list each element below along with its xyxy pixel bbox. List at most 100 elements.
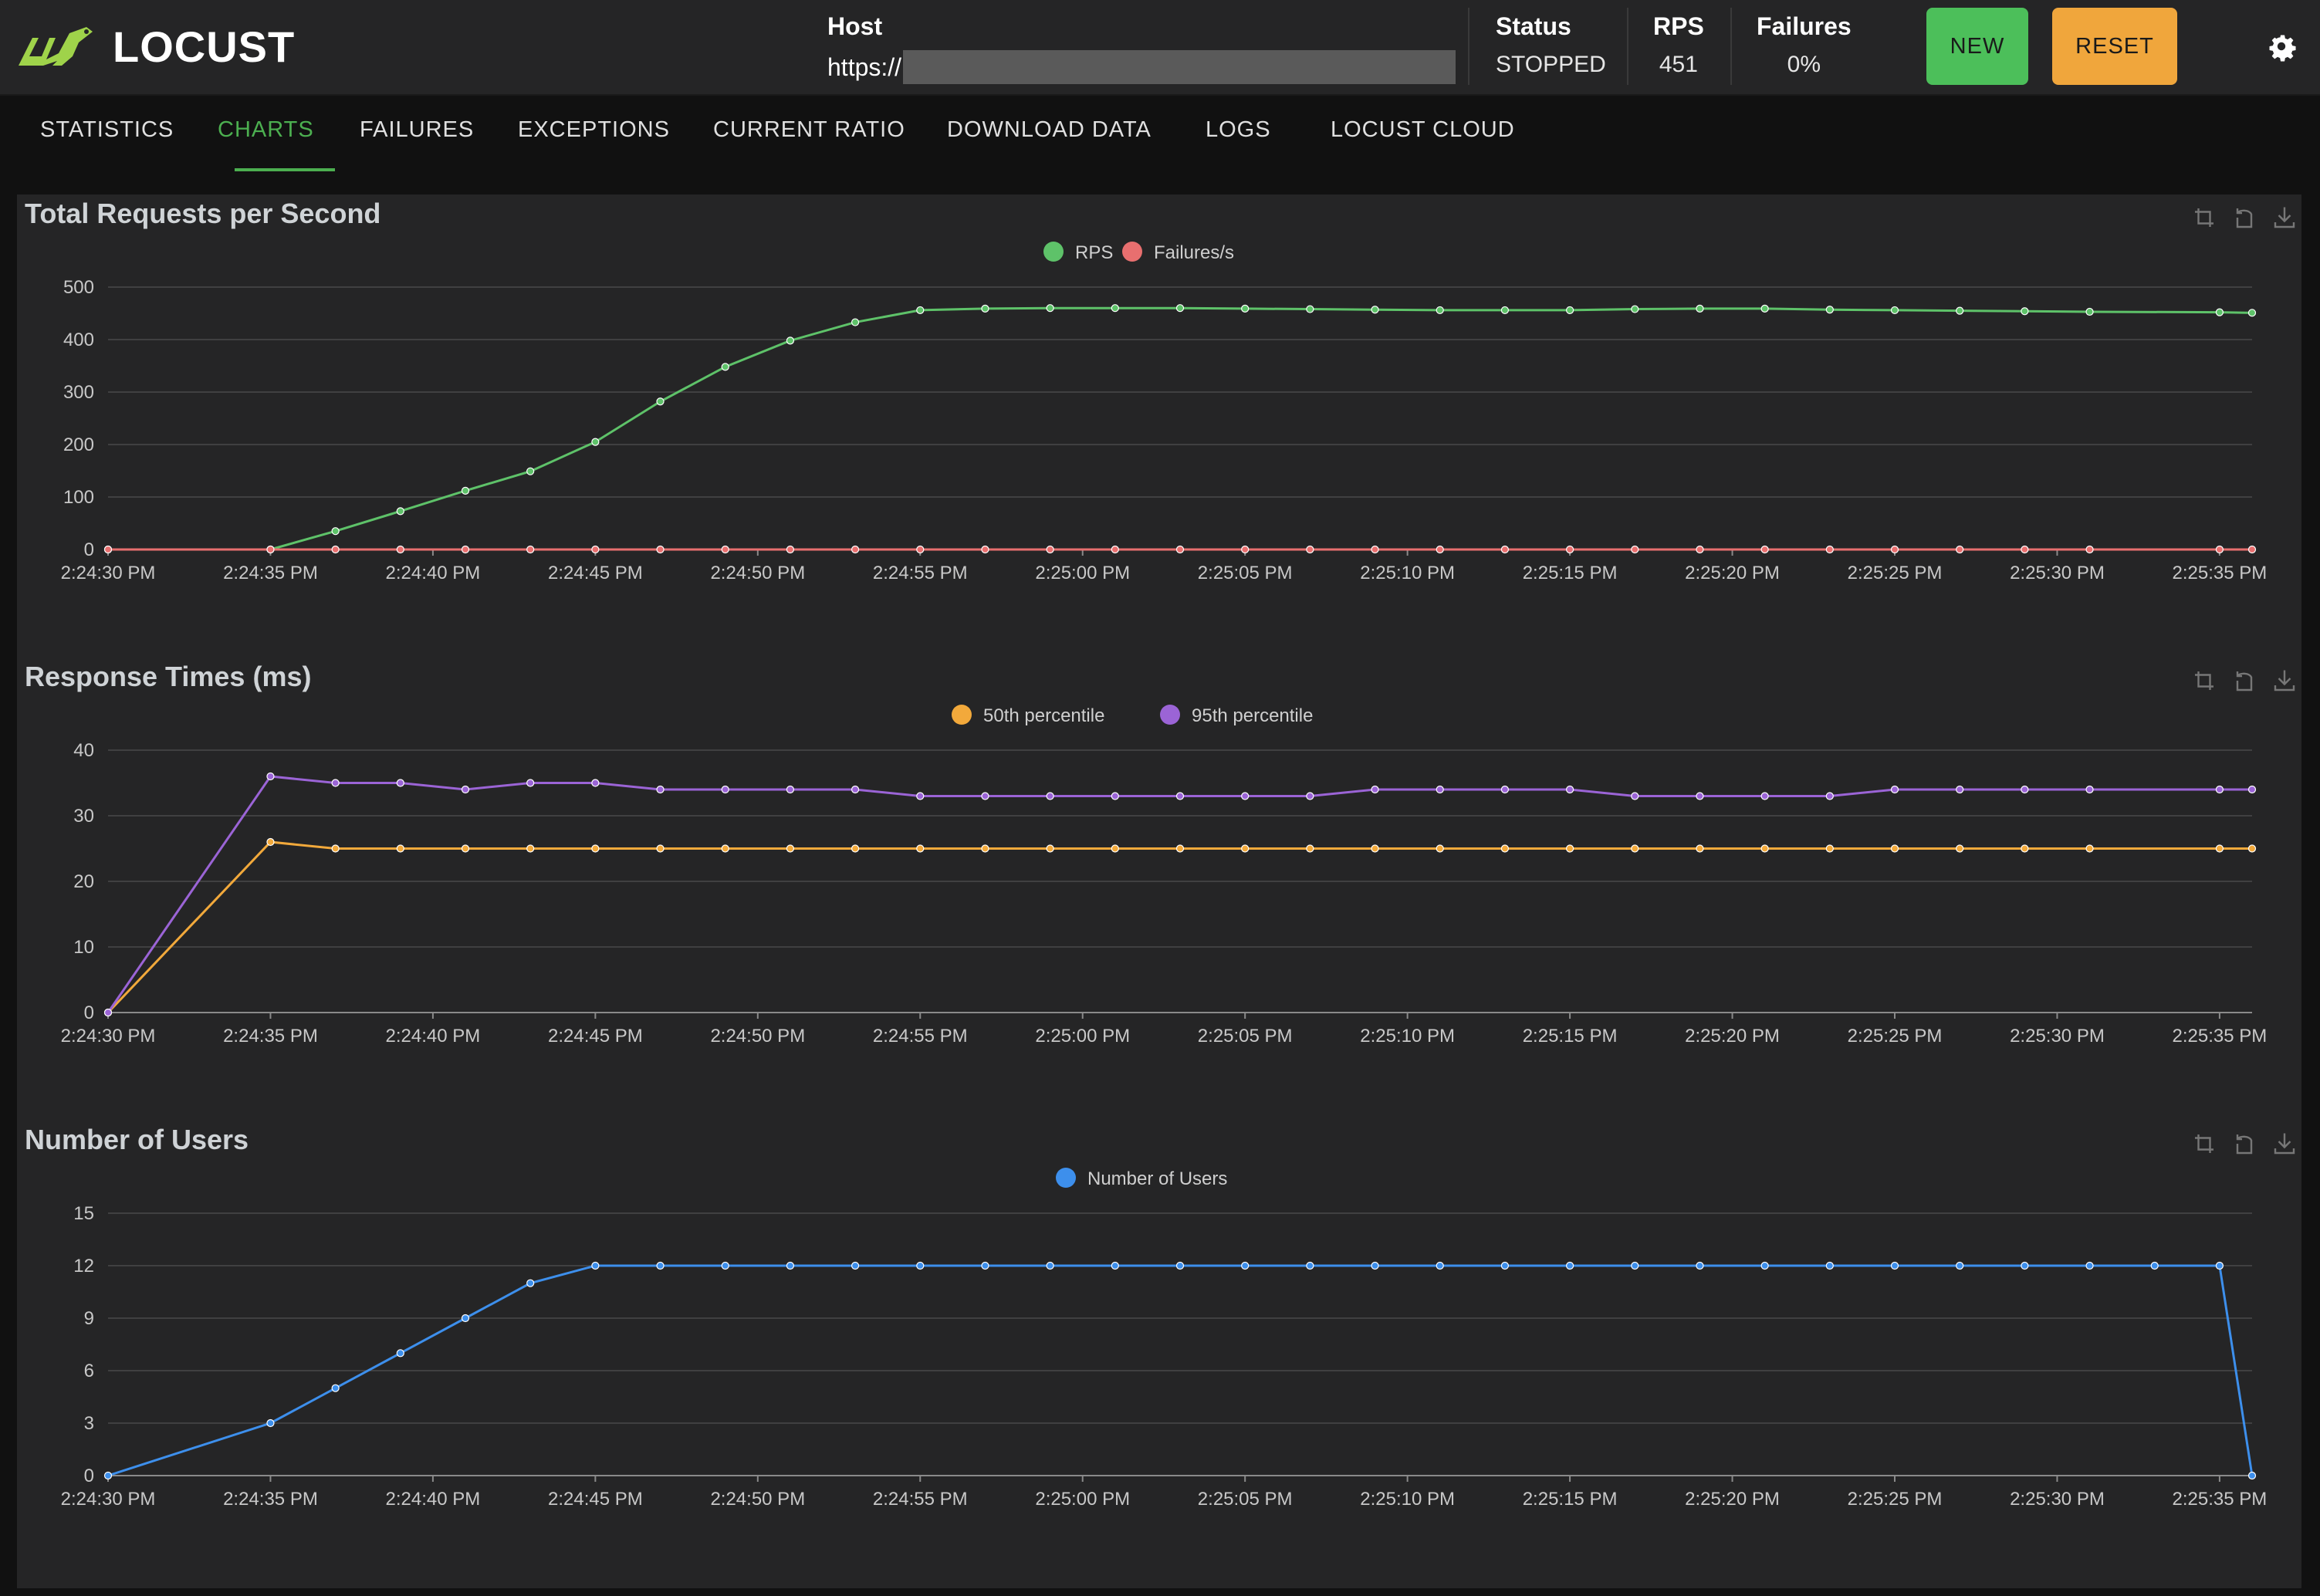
data-point[interactable] xyxy=(1175,844,1185,853)
data-point[interactable] xyxy=(1956,844,1964,853)
data-point[interactable] xyxy=(1306,1261,1314,1270)
data-point[interactable] xyxy=(851,545,860,554)
data-point[interactable] xyxy=(2215,545,2224,554)
data-point[interactable] xyxy=(1890,545,1899,554)
data-point[interactable] xyxy=(331,844,340,853)
data-point[interactable] xyxy=(1241,844,1250,853)
data-point[interactable] xyxy=(2247,1471,2257,1480)
data-point[interactable] xyxy=(1825,1261,1834,1270)
data-point[interactable] xyxy=(1825,792,1834,800)
data-point[interactable] xyxy=(2215,844,2224,853)
data-point[interactable] xyxy=(721,363,729,371)
data-point[interactable] xyxy=(1046,792,1054,800)
data-point[interactable] xyxy=(2150,1261,2159,1270)
data-point[interactable] xyxy=(266,545,275,554)
data-point[interactable] xyxy=(1175,1261,1185,1270)
data-point[interactable] xyxy=(981,792,989,800)
data-point[interactable] xyxy=(2021,785,2029,794)
data-point[interactable] xyxy=(1306,844,1314,853)
download-icon[interactable] xyxy=(2271,204,2298,232)
data-point[interactable] xyxy=(1306,792,1314,800)
data-point[interactable] xyxy=(1111,792,1119,800)
data-point[interactable] xyxy=(1306,305,1314,313)
data-point[interactable] xyxy=(591,438,600,446)
data-point[interactable] xyxy=(1241,792,1250,800)
data-point[interactable] xyxy=(2021,844,2029,853)
data-point[interactable] xyxy=(786,844,795,853)
data-point[interactable] xyxy=(461,785,470,794)
data-point[interactable] xyxy=(461,486,470,495)
download-icon[interactable] xyxy=(2271,667,2298,695)
data-point[interactable] xyxy=(851,785,860,794)
data-point[interactable] xyxy=(396,1349,404,1358)
data-point[interactable] xyxy=(396,844,404,853)
data-point[interactable] xyxy=(721,545,729,554)
data-point[interactable] xyxy=(1890,844,1899,853)
data-point[interactable] xyxy=(1371,1261,1379,1270)
data-point[interactable] xyxy=(916,545,925,554)
tab-statistics[interactable]: STATISTICS xyxy=(40,117,174,142)
zoom-icon[interactable] xyxy=(2190,667,2218,695)
data-point[interactable] xyxy=(331,545,340,554)
data-point[interactable] xyxy=(851,1261,860,1270)
data-point[interactable] xyxy=(786,785,795,794)
data-point[interactable] xyxy=(2085,844,2094,853)
data-point[interactable] xyxy=(1111,304,1119,313)
data-point[interactable] xyxy=(1500,306,1510,315)
data-point[interactable] xyxy=(2247,785,2257,794)
data-point[interactable] xyxy=(786,545,795,554)
data-point[interactable] xyxy=(786,1261,795,1270)
legend-item[interactable]: RPS xyxy=(1043,242,1113,263)
data-point[interactable] xyxy=(1046,844,1054,853)
data-point[interactable] xyxy=(656,844,665,853)
data-point[interactable] xyxy=(526,467,535,475)
data-point[interactable] xyxy=(1436,785,1444,794)
data-point[interactable] xyxy=(1241,1261,1250,1270)
data-point[interactable] xyxy=(1371,545,1379,554)
data-point[interactable] xyxy=(2085,307,2094,316)
data-point[interactable] xyxy=(331,1384,340,1392)
data-point[interactable] xyxy=(1436,1261,1444,1270)
data-point[interactable] xyxy=(1760,1261,1769,1270)
new-button[interactable]: NEW xyxy=(1926,8,2028,85)
data-point[interactable] xyxy=(1371,785,1379,794)
data-point[interactable] xyxy=(266,837,275,847)
data-point[interactable] xyxy=(916,306,925,315)
data-point[interactable] xyxy=(1111,844,1119,853)
data-point[interactable] xyxy=(656,785,665,794)
data-point[interactable] xyxy=(461,1314,470,1323)
data-point[interactable] xyxy=(1696,545,1704,554)
data-point[interactable] xyxy=(103,1471,113,1480)
data-point[interactable] xyxy=(1175,304,1185,313)
data-point[interactable] xyxy=(396,507,404,516)
data-point[interactable] xyxy=(1046,545,1054,554)
data-point[interactable] xyxy=(461,844,470,853)
data-point[interactable] xyxy=(591,545,600,554)
data-point[interactable] xyxy=(526,1279,535,1287)
data-point[interactable] xyxy=(851,844,860,853)
data-point[interactable] xyxy=(1760,844,1769,853)
data-point[interactable] xyxy=(1436,844,1444,853)
reset-button[interactable]: RESET xyxy=(2052,8,2177,85)
data-point[interactable] xyxy=(981,1261,989,1270)
zoom-icon[interactable] xyxy=(2190,1130,2218,1158)
data-point[interactable] xyxy=(2085,1261,2094,1270)
data-point[interactable] xyxy=(1046,1261,1054,1270)
data-point[interactable] xyxy=(2021,307,2029,316)
data-point[interactable] xyxy=(591,779,600,787)
legend-item[interactable]: 50th percentile xyxy=(952,705,1104,726)
data-point[interactable] xyxy=(266,772,275,781)
data-point[interactable] xyxy=(1760,304,1769,313)
data-point[interactable] xyxy=(1306,545,1314,554)
tab-exceptions[interactable]: EXCEPTIONS xyxy=(518,117,670,142)
data-point[interactable] xyxy=(1371,844,1379,853)
data-point[interactable] xyxy=(1436,545,1444,554)
zoom-reset-icon[interactable] xyxy=(2230,204,2258,232)
data-point[interactable] xyxy=(1631,844,1639,853)
tab-logs[interactable]: LOGS xyxy=(1206,117,1271,142)
data-point[interactable] xyxy=(1500,545,1510,554)
data-point[interactable] xyxy=(526,545,535,554)
data-point[interactable] xyxy=(2215,1261,2224,1270)
data-point[interactable] xyxy=(1696,844,1704,853)
tab-failures[interactable]: FAILURES xyxy=(360,117,475,142)
